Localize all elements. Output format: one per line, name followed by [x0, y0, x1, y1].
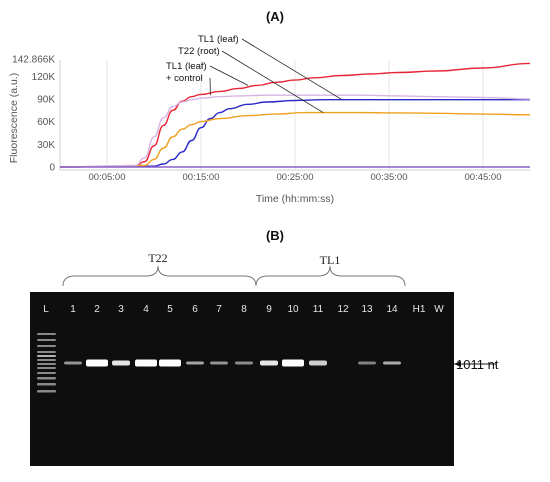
lane-label: H1 — [413, 304, 426, 315]
annotation-label: T22 (root) — [178, 46, 220, 57]
x-axis-label: Time (hh:mm:ss) — [256, 193, 334, 205]
gel-band — [135, 360, 157, 367]
annotation-pointer — [210, 66, 248, 85]
lane-label: 12 — [337, 304, 349, 315]
lane-label: 6 — [192, 304, 198, 315]
lane-label: 10 — [287, 304, 299, 315]
bracket-t22 — [63, 266, 256, 286]
panel-b-label: (B) — [266, 228, 284, 243]
band-size-label: 1011 nt — [456, 357, 499, 372]
ladder-band — [37, 333, 56, 335]
ladder-band — [37, 355, 56, 357]
ladder-band — [37, 372, 56, 374]
ladder-band — [37, 339, 56, 341]
lane-label: 9 — [266, 304, 272, 315]
ladder-band — [37, 345, 56, 347]
y-tick-label: 30K — [37, 140, 55, 151]
ladder-band — [37, 377, 56, 380]
lane-label: 14 — [386, 304, 398, 315]
y-tick-label: 60K — [37, 117, 55, 128]
bracket-tl1 — [256, 266, 405, 286]
gel-band — [235, 362, 253, 365]
y-axis-label: Fluorescence (a.u.) — [8, 73, 20, 163]
x-tick-label: 00:35:00 — [371, 172, 408, 183]
x-tick-label: 00:25:00 — [277, 172, 314, 183]
ladder-band — [37, 367, 56, 369]
annotation-pointer — [242, 39, 342, 100]
y-tick-label: 0 — [49, 163, 55, 174]
lane-label: 8 — [241, 304, 247, 315]
lane-label: 11 — [313, 304, 324, 315]
ladder-band — [37, 359, 56, 361]
x-gridlines — [107, 60, 483, 170]
y-tick-label: 142.866K — [12, 55, 55, 66]
lane-label: 7 — [216, 304, 222, 315]
gel-image — [30, 292, 454, 466]
curve-annotations: TL1 (leaf)T22 (root)TL1 (leaf)+ control — [166, 34, 342, 113]
x-tick-label: 00:45:00 — [465, 172, 502, 183]
gel-band — [210, 362, 228, 365]
lane-label: 3 — [118, 304, 124, 315]
x-tick-label: 00:15:00 — [183, 172, 220, 183]
lane-label: 2 — [94, 304, 100, 315]
lane-label: 13 — [361, 304, 373, 315]
annotation-label: TL1 (leaf) — [198, 34, 239, 45]
x-tick-labels: 00:05:00 00:15:00 00:25:00 00:35:00 00:45:00 — [89, 172, 502, 183]
gel-band — [86, 360, 108, 367]
lane-label: 5 — [167, 304, 173, 315]
lane-label: 1 — [70, 304, 76, 315]
band-size-marker: 1011 nt — [454, 357, 499, 372]
gel-band — [64, 362, 82, 365]
group-label-t22: T22 — [148, 251, 167, 265]
gel-band — [383, 362, 401, 365]
gel-band — [358, 362, 376, 365]
gel-band — [159, 360, 181, 367]
ladder-band — [37, 363, 56, 365]
ladder-band — [37, 351, 56, 353]
gel-band — [282, 360, 304, 367]
x-tick-label: 00:05:00 — [89, 172, 126, 183]
lane-label: L — [43, 304, 49, 315]
annotation-label: + control — [166, 73, 203, 84]
panel-a-label: (A) — [266, 9, 284, 24]
y-tick-label: 120K — [32, 72, 56, 83]
gel-band — [112, 361, 130, 366]
annotation-label: TL1 (leaf) — [166, 61, 207, 72]
lane-label: 4 — [143, 304, 149, 315]
gel-band — [260, 361, 278, 366]
group-brackets: T22 TL1 — [63, 251, 405, 286]
ladder-band — [37, 383, 56, 386]
ladder-band — [37, 390, 56, 393]
gel-band — [309, 361, 327, 366]
gel-band — [186, 362, 204, 365]
annotation-pointer — [222, 51, 323, 113]
y-tick-label: 90K — [37, 94, 55, 105]
group-label-tl1: TL1 — [320, 253, 341, 267]
lane-label: W — [434, 304, 444, 315]
